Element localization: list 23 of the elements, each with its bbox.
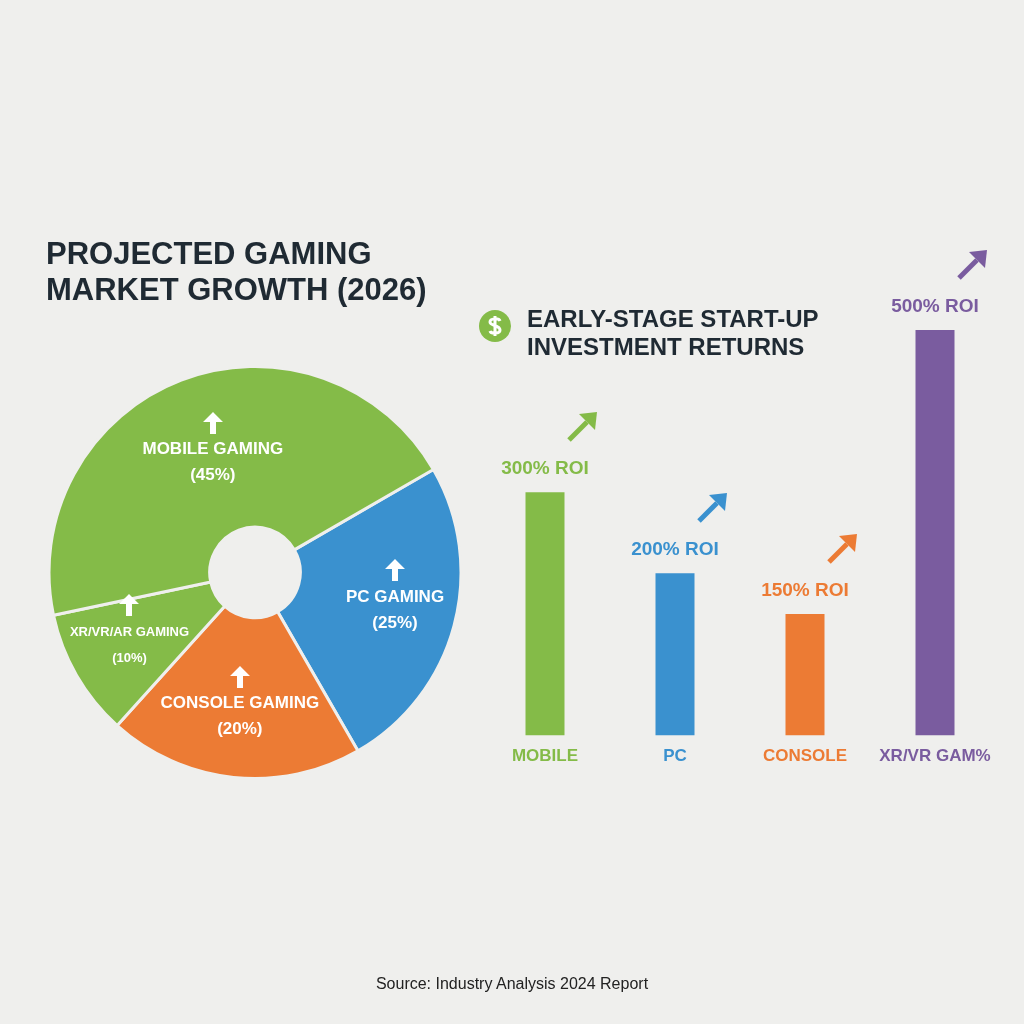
- data-label: (45%): [190, 465, 236, 485]
- slice-label: CONSOLE GAMING: [160, 693, 320, 713]
- slice-label: MOBILE GAMING: [142, 439, 284, 459]
- data-label: (10%): [112, 649, 147, 665]
- data-label: 150% ROI: [761, 578, 849, 600]
- slice-label: PC GAMING: [345, 586, 445, 606]
- data-label: 200% ROI: [631, 538, 719, 560]
- x-tick-label: XR/VR GAM%: [879, 746, 991, 766]
- slice-label: XR/VR/AR GAMING: [69, 623, 190, 639]
- data-label: (20%): [217, 719, 263, 739]
- source-note: Source: Industry Analysis 2024 Report: [374, 975, 650, 993]
- data-label: (25%): [372, 612, 418, 632]
- bar: [785, 613, 825, 736]
- chart-title: EARLY-STAGE START-UP INVESTMENT RETURNS: [527, 305, 820, 361]
- x-tick-label: MOBILE: [511, 746, 579, 766]
- bar: [655, 573, 695, 736]
- x-tick-label: PC: [663, 746, 687, 766]
- chart-title: PROJECTED GAMING MARKET GROWTH (2026): [46, 236, 428, 308]
- data-label: 500% ROI: [891, 294, 979, 316]
- bar: [525, 492, 565, 736]
- bar: [915, 330, 955, 736]
- x-tick-label: CONSOLE: [762, 746, 848, 766]
- data-label: 300% ROI: [501, 456, 589, 478]
